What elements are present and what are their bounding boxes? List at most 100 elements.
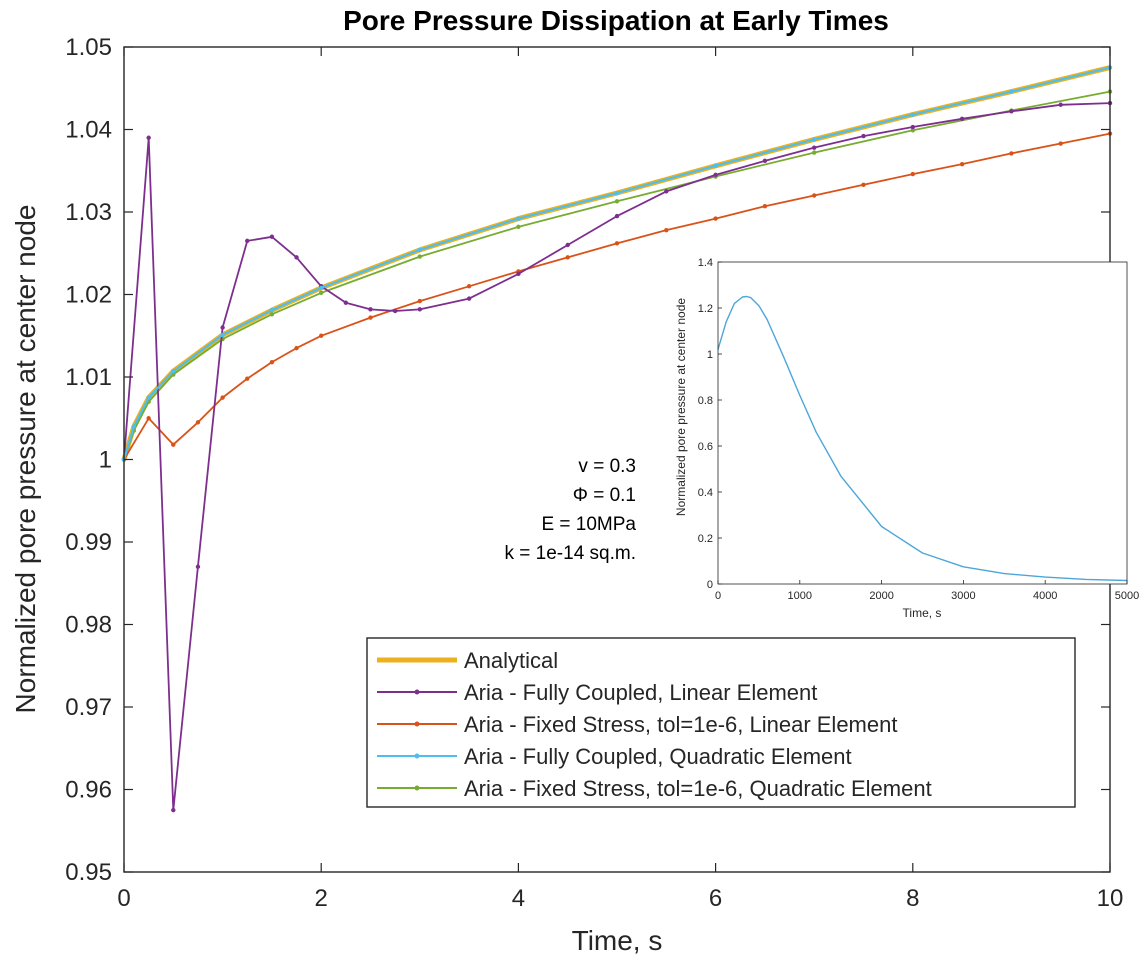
data-point: [131, 424, 137, 429]
y-tick-label: 0.95: [65, 859, 112, 886]
data-point: [1009, 151, 1014, 156]
data-point: [392, 308, 398, 314]
data-point: [220, 325, 225, 330]
data-point: [171, 369, 176, 374]
x-tick-label: 0: [117, 885, 130, 912]
data-point: [614, 241, 620, 246]
data-point: [812, 193, 817, 198]
data-point: [245, 238, 250, 244]
data-point: [861, 133, 866, 139]
data-point: [713, 216, 718, 221]
data-point: [1009, 109, 1014, 114]
inset-y-tick-label: 1.4: [698, 257, 713, 269]
legend-marker: [414, 785, 420, 791]
annotation-permeability: k = 1e-14 sq.m.: [505, 543, 636, 564]
data-point: [812, 137, 817, 142]
data-point: [910, 112, 915, 117]
legend-label: Aria - Fully Coupled, Quadratic Element: [464, 744, 852, 769]
data-point: [269, 359, 275, 365]
legend-item: Aria - Fully Coupled, Linear Element: [377, 680, 817, 705]
data-point: [146, 395, 151, 400]
data-point: [269, 307, 275, 313]
inset-y-tick-label: 0.4: [698, 487, 713, 499]
x-tick-label: 10: [1097, 885, 1124, 912]
inset-x-tick-label: 3000: [951, 590, 975, 602]
inset-x-tick-label: 4000: [1033, 590, 1057, 602]
x-axis-ticks: 0 2 4 6 8 10: [117, 47, 1123, 912]
data-point: [269, 234, 275, 239]
data-point: [368, 307, 373, 312]
legend-label: Aria - Fully Coupled, Linear Element: [464, 680, 817, 705]
y-tick-label: 1.04: [65, 117, 112, 144]
data-point: [516, 271, 521, 277]
inset-x-axis-ticks: 0 1000 2000 3000 4000 5000: [715, 580, 1139, 602]
y-tick-label: 0.96: [65, 777, 112, 804]
data-point: [269, 312, 275, 317]
data-point: [171, 807, 176, 813]
legend-item: Aria - Fixed Stress, tol=1e-6, Quadratic…: [377, 776, 932, 801]
legend-marker: [414, 721, 420, 727]
data-point: [762, 204, 768, 209]
data-point: [516, 216, 521, 221]
annotation-poisson: v = 0.3: [578, 456, 636, 477]
inset-series-line: [717, 295, 1128, 582]
legend-item: Aria - Fixed Stress, tol=1e-6, Linear El…: [377, 712, 897, 737]
annotation-modulus: E = 10MPa: [541, 514, 636, 535]
data-point: [812, 150, 817, 155]
inset-y-tick-label: 0.6: [698, 441, 713, 453]
data-point: [195, 420, 201, 425]
data-point: [245, 376, 250, 381]
data-point: [762, 158, 768, 164]
x-tick-label: 8: [906, 885, 919, 912]
data-point: [294, 255, 299, 260]
data-point: [417, 247, 422, 253]
data-point: [1009, 89, 1014, 94]
data-point: [319, 285, 324, 291]
inset-y-tick-label: 0.8: [698, 395, 713, 407]
data-point: [220, 332, 225, 338]
legend-label: Aria - Fixed Stress, tol=1e-6, Linear El…: [464, 712, 897, 737]
inset-x-axis-label: Time, s: [903, 606, 942, 620]
data-point: [959, 161, 965, 167]
y-tick-label: 0.99: [65, 529, 112, 556]
legend-box: [366, 637, 1076, 808]
data-point: [417, 307, 422, 312]
data-point: [664, 227, 669, 233]
inset-y-tick-label: 1.2: [698, 303, 713, 315]
data-point: [910, 128, 915, 133]
data-point: [319, 290, 324, 296]
series-2: [121, 131, 1113, 462]
series-4: [121, 89, 1113, 462]
data-point: [959, 116, 965, 121]
data-point: [565, 255, 570, 260]
data-point: [861, 182, 866, 187]
data-point: [220, 395, 225, 400]
y-tick-label: 0.97: [65, 694, 112, 721]
y-axis-label: Normalized pore pressure at center node: [10, 205, 41, 714]
legend-item: Analytical: [377, 648, 558, 673]
inset-x-tick-label: 0: [715, 590, 721, 602]
y-tick-label: 1.01: [65, 364, 112, 391]
data-point: [1058, 102, 1063, 107]
inset-y-tick-label: 0.2: [698, 533, 713, 545]
data-point: [614, 199, 620, 204]
parameter-annotations: v = 0.3 Φ = 0.1 E = 10MPa k = 1e-14 sq.m…: [505, 456, 637, 564]
inset-x-tick-label: 1000: [788, 590, 812, 602]
inset-y-tick-label: 1: [707, 349, 713, 361]
data-point: [516, 224, 521, 230]
data-point: [812, 145, 817, 150]
inset-x-tick-label: 2000: [869, 590, 893, 602]
y-tick-label: 0.98: [65, 612, 112, 639]
main-plot-lines: [121, 65, 1113, 813]
data-point: [466, 284, 472, 289]
data-point: [614, 190, 620, 196]
legend-label: Aria - Fixed Stress, tol=1e-6, Quadratic…: [464, 776, 932, 801]
x-tick-label: 6: [709, 885, 722, 912]
inset-x-tick-label: 5000: [1115, 590, 1139, 602]
data-point: [713, 172, 718, 178]
data-point: [195, 564, 201, 569]
data-point: [466, 296, 472, 301]
y-tick-label: 1.05: [65, 34, 112, 61]
series-3: [121, 65, 1113, 462]
